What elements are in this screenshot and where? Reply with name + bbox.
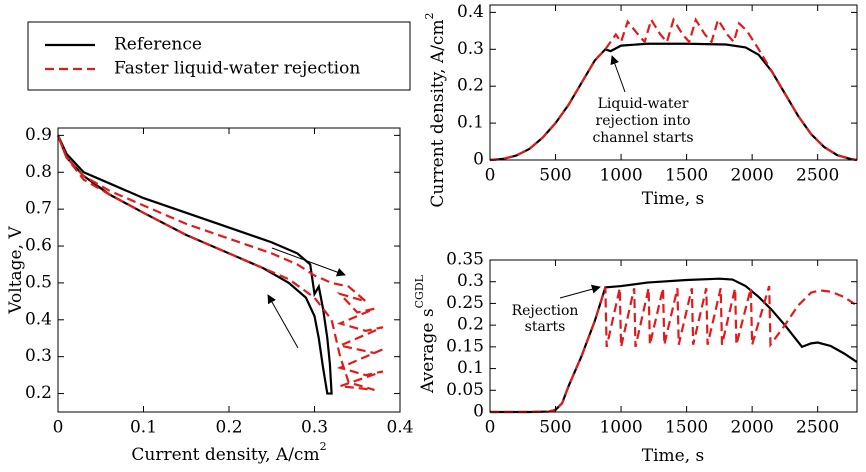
axis-label-text: Time, s (642, 446, 705, 466)
y-tick-label: 0.8 (25, 162, 52, 182)
series-line (489, 17, 858, 162)
x-tick-label: 1500 (665, 418, 708, 438)
y-tick-label: 0.3 (457, 39, 484, 59)
series-line (56, 134, 384, 391)
series-line (490, 277, 858, 414)
arrow (267, 294, 299, 349)
axis-label-sup: 2 (423, 12, 436, 19)
x-tick-label: 1000 (599, 418, 642, 438)
axis-label: Time, s (642, 189, 705, 209)
x-tick-label: 1500 (665, 166, 708, 186)
plot-frame (489, 259, 858, 413)
y-tick-label: 0.2 (25, 383, 52, 403)
axis-label-sup: CGDL (413, 274, 426, 308)
y-tick-label: 0.05 (446, 380, 484, 400)
x-tick-label: 1000 (599, 166, 642, 186)
y-tick-label: 0 (473, 150, 484, 170)
axis-label-text: Average s (418, 308, 438, 394)
axis-label: Current density, A/cm2 (423, 12, 448, 207)
y-tick-label: 0.5 (25, 272, 52, 292)
axis-label: Time, s (642, 446, 705, 466)
y-tick-label: 0.4 (25, 309, 52, 329)
plot-frame (57, 127, 401, 413)
y-tick-label: 0.25 (446, 293, 484, 313)
axis-label: Current density, A/cm2 (131, 440, 326, 465)
plot-frame (489, 4, 858, 161)
x-tick-label: 0.4 (386, 418, 413, 438)
y-tick-label: 0.3 (457, 271, 484, 291)
annotation: channel starts (592, 130, 693, 146)
series-line (490, 285, 858, 414)
x-tick-label: 2000 (731, 418, 774, 438)
annotation: Liquid-water (598, 96, 689, 112)
y-tick-label: 0.9 (25, 125, 52, 145)
x-tick-label: 0 (53, 418, 64, 438)
legend-box (27, 21, 411, 91)
arrow (271, 247, 346, 277)
y-tick-label: 0.3 (25, 346, 52, 366)
y-tick-label: 0.1 (457, 358, 484, 378)
x-tick-label: 500 (539, 166, 571, 186)
annotation-arrow (559, 284, 601, 299)
x-tick-label: 2500 (796, 166, 839, 186)
annotation: starts (525, 319, 566, 335)
x-tick-label: 0.3 (301, 418, 328, 438)
annotation: rejection into (596, 113, 691, 129)
y-tick-label: 0.6 (25, 236, 52, 256)
x-tick-label: 0 (485, 418, 496, 438)
axis-label: Voltage, V (6, 226, 26, 315)
axis-label: Average sCGDL (413, 274, 438, 394)
x-tick-label: 500 (539, 418, 571, 438)
y-tick-label: 0.4 (457, 2, 484, 22)
y-tick-label: 0.2 (457, 76, 484, 96)
y-tick-label: 0.2 (457, 315, 484, 335)
y-tick-label: 0.1 (457, 113, 484, 133)
x-tick-label: 2000 (731, 166, 774, 186)
axis-label-text: Current density, A/cm (131, 445, 319, 465)
y-tick-label: 0 (473, 402, 484, 422)
x-tick-label: 0.2 (215, 418, 242, 438)
x-tick-label: 2500 (796, 418, 839, 438)
axis-label-text: Time, s (642, 189, 705, 209)
axis-label-text: Current density, A/cm (428, 19, 448, 207)
x-tick-label: 0.1 (130, 418, 157, 438)
y-tick-label: 0.7 (25, 199, 52, 219)
annotation-arrow (610, 55, 626, 93)
legend-label: Faster liquid-water rejection (114, 59, 360, 79)
annotation: Rejection (512, 303, 579, 319)
x-tick-label: 0 (485, 166, 496, 186)
axis-label-sup: 2 (320, 440, 327, 453)
y-tick-label: 0.35 (446, 250, 484, 270)
series-line (56, 134, 333, 395)
axis-label-text: Voltage, V (6, 226, 26, 315)
y-tick-label: 0.15 (446, 336, 484, 356)
legend-label: Reference (114, 35, 202, 55)
